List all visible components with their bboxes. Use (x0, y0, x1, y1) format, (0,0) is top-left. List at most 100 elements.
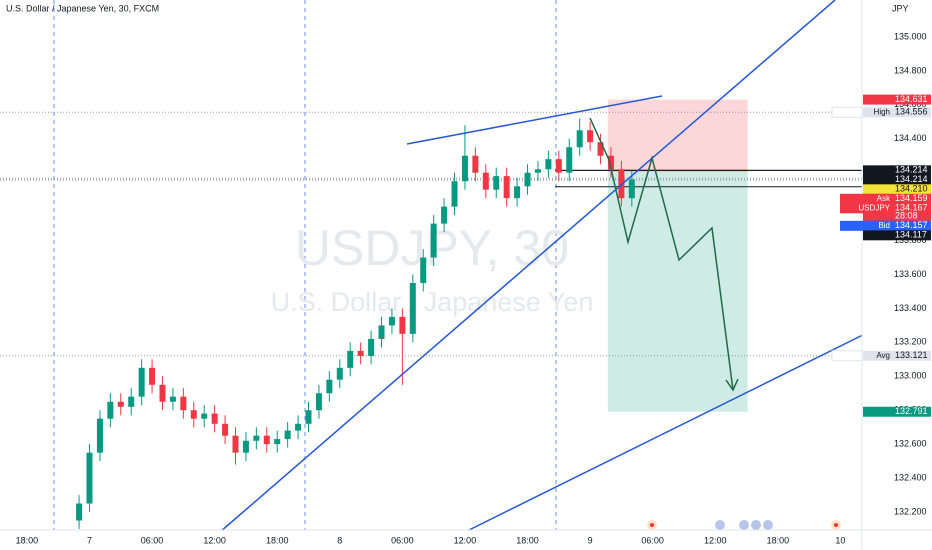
price-tag-bg (840, 220, 892, 231)
candle-body (378, 325, 385, 339)
price-label: 134.631 (895, 94, 928, 104)
price-label-bg (863, 107, 931, 118)
x-tick-label: 06:00 (641, 535, 664, 545)
trend-line (219, 0, 836, 533)
price-label-bg (863, 350, 931, 361)
candle-body (263, 435, 270, 445)
candle-body (295, 423, 302, 431)
candle-body (357, 350, 364, 356)
candle-body (222, 423, 229, 436)
price-axis (862, 0, 932, 550)
candle-body (472, 155, 479, 173)
layer: 132.200132.400132.600132.800133.000133.2… (16, 31, 931, 545)
candle-body (555, 159, 562, 173)
candle-body (399, 316, 406, 334)
y-tick-label: 132.400 (894, 472, 927, 482)
target-zone (607, 170, 748, 412)
candle-body (253, 435, 260, 441)
candle-body (284, 430, 291, 440)
price-label: 134.556 (895, 107, 928, 117)
x-tick-label: 18:00 (767, 535, 790, 545)
time-axis (0, 530, 932, 550)
x-tick-label: 06:00 (141, 535, 164, 545)
price-tag: Ask (877, 194, 891, 203)
price-label-bg (863, 174, 931, 185)
y-tick-label: 134.400 (894, 133, 927, 143)
candle-body (482, 172, 489, 190)
stop-zone (607, 99, 748, 171)
price-label: 134.159 (895, 193, 928, 203)
candle-body (128, 396, 135, 407)
candle-body (409, 282, 416, 334)
trend-line (464, 322, 888, 533)
candle-body (430, 223, 437, 258)
price-label-bg (863, 220, 931, 231)
candle-body (420, 257, 427, 283)
candle-body (368, 338, 375, 356)
candle-body (86, 452, 93, 504)
candle-body (388, 316, 395, 326)
candle-body (566, 147, 573, 173)
candle-body (441, 206, 448, 224)
candle-body (305, 410, 312, 424)
price-tag: Bid (878, 221, 890, 230)
price-label-bg (863, 165, 931, 176)
price-label: 134.214 (895, 165, 928, 175)
price-label: 134.210 (895, 184, 928, 194)
candle-body (159, 384, 166, 402)
layer (607, 99, 748, 412)
y-tick-label: 135.000 (894, 31, 927, 41)
candle-body (597, 142, 604, 156)
price-tag-bg (831, 106, 863, 118)
candle-body (514, 186, 521, 199)
y-tick-label: 133.000 (894, 371, 927, 381)
candle-body (503, 176, 510, 199)
candle-body (524, 172, 531, 187)
x-tick-label: 12:00 (454, 535, 477, 545)
price-label: 133.121 (895, 350, 928, 360)
event-icon (751, 520, 761, 530)
projection-arrow (725, 378, 739, 392)
candle-body (461, 155, 468, 182)
y-tick-label: 132.600 (894, 439, 927, 449)
candle-body (76, 503, 83, 521)
candle-body (347, 350, 354, 368)
x-tick-label: 18:00 (266, 535, 289, 545)
candle-body (242, 440, 249, 453)
drawings (219, 0, 888, 533)
candle-body (326, 379, 333, 394)
event-icon (763, 520, 773, 530)
price-label-bg (863, 193, 931, 204)
candle-body (201, 413, 208, 419)
countdown: 28:08 (895, 211, 918, 221)
candle-body (576, 130, 583, 148)
price-label-bg (863, 406, 931, 417)
x-tick-label: 7 (87, 535, 92, 545)
candle-body (107, 401, 114, 419)
candle-body (180, 396, 187, 411)
x-tick-label: 18:00 (16, 535, 39, 545)
candle-body (274, 439, 281, 445)
event-icon (739, 520, 749, 530)
candle-body (169, 396, 176, 402)
price-tag-bg (831, 350, 863, 362)
candle-body (117, 401, 124, 407)
session-breaks (53, 0, 557, 530)
x-tick-label: 18:00 (516, 535, 539, 545)
candle-body (315, 393, 322, 411)
event-icon (650, 523, 654, 527)
candle-body (451, 181, 458, 207)
candle-body (138, 367, 145, 397)
price-label-bg (863, 94, 931, 105)
watermark-subtitle: U.S. Dollar / Japanese Yen (271, 287, 594, 317)
price-tag-bg (840, 203, 892, 214)
price-label-bg (863, 230, 931, 241)
candle-body (336, 367, 343, 380)
price-tag: Avg (876, 351, 890, 360)
price-label: 134.157 (895, 220, 928, 230)
candle-body (232, 435, 239, 453)
candle-body (534, 169, 541, 173)
event-icon (834, 523, 838, 527)
candle-body (607, 155, 614, 170)
